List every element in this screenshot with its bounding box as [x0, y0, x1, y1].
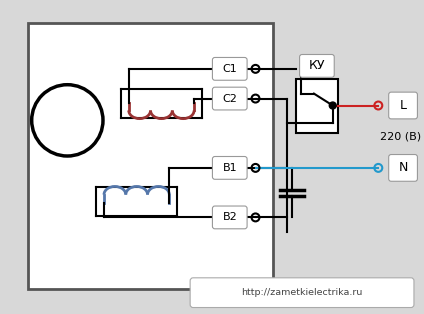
Bar [28, 23, 273, 289]
Text: 220 (В): 220 (В) [379, 132, 421, 142]
Text: C1: C1 [222, 64, 237, 74]
FancyBboxPatch shape [212, 206, 247, 229]
FancyBboxPatch shape [212, 156, 247, 179]
Text: http://zametkielectrika.ru: http://zametkielectrika.ru [241, 288, 363, 297]
Text: B1: B1 [223, 163, 237, 173]
FancyBboxPatch shape [190, 278, 414, 307]
Circle shape [329, 102, 336, 109]
Text: C2: C2 [222, 94, 237, 104]
Bar [296, 79, 338, 133]
FancyBboxPatch shape [389, 92, 417, 119]
FancyBboxPatch shape [300, 55, 334, 77]
FancyBboxPatch shape [212, 87, 247, 110]
FancyBboxPatch shape [389, 154, 417, 181]
Text: B2: B2 [222, 212, 237, 222]
Text: КУ: КУ [309, 59, 325, 73]
Text: L: L [399, 99, 407, 112]
FancyBboxPatch shape [212, 57, 247, 80]
Text: N: N [399, 161, 408, 174]
